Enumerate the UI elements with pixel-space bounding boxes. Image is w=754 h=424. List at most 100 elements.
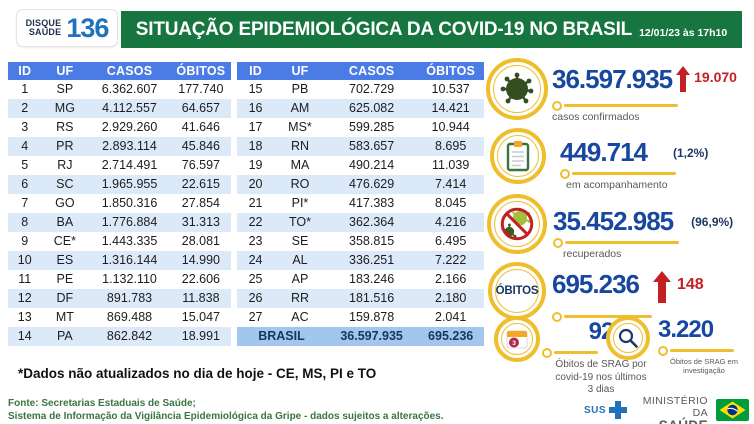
cell-obitos: 7.414 bbox=[417, 175, 484, 194]
badge-number: 136 bbox=[66, 12, 109, 43]
brazil-flag-icon bbox=[716, 399, 749, 424]
cell-obitos: 18.991 bbox=[170, 327, 231, 346]
monitoring-label: em acompanhamento bbox=[566, 179, 668, 191]
cell-uf: MG bbox=[41, 99, 89, 118]
cell-obitos: 14.421 bbox=[417, 99, 484, 118]
no-virus-icon bbox=[487, 194, 547, 254]
virus-icon bbox=[486, 58, 548, 120]
obitos-badge-icon: ÓBITOS bbox=[488, 262, 546, 320]
cell-id: 5 bbox=[21, 158, 29, 172]
ministry-line1: MINISTÉRIO DA bbox=[642, 395, 708, 419]
cell-uf: TO* bbox=[274, 213, 326, 232]
srag-recent-label: Óbitos de SRAG por covid-19 nos últimos … bbox=[555, 359, 647, 395]
cell-casos: 1.776.884 bbox=[88, 213, 171, 232]
confirmed-label: casos confirmados bbox=[552, 111, 640, 123]
arrow-up-icon bbox=[676, 66, 691, 97]
cell-id: 12 bbox=[8, 289, 42, 308]
cell-casos: 183.246 bbox=[349, 272, 395, 286]
stat-underline bbox=[658, 345, 734, 356]
cell-obitos: 7.222 bbox=[417, 251, 484, 270]
recovered-label: recuperados bbox=[563, 248, 622, 260]
cell-uf: AL bbox=[274, 251, 326, 270]
cell-obitos: 8.045 bbox=[435, 196, 467, 210]
cell-uf: MT bbox=[55, 310, 74, 324]
cell-obitos: 2.166 bbox=[435, 272, 467, 286]
cell-casos: 891.783 bbox=[88, 289, 171, 308]
cell-id: 14 bbox=[8, 327, 42, 346]
state-row: 20 RO 476.629 7.414 bbox=[237, 175, 484, 194]
cell-id: 27 bbox=[248, 310, 263, 324]
clipboard-icon bbox=[490, 128, 546, 184]
cell-obitos: 177.740 bbox=[178, 82, 224, 96]
cell-uf: PA bbox=[41, 327, 89, 346]
cell-id: 7 bbox=[21, 196, 29, 210]
cell-obitos: 2.180 bbox=[417, 289, 484, 308]
arrow-up-icon bbox=[652, 271, 671, 308]
calendar-badge-number: 3 bbox=[512, 340, 516, 347]
state-row: 1 SP 6.362.607 177.740 bbox=[8, 80, 231, 99]
cell-casos: 702.729 bbox=[349, 82, 395, 96]
cell-id: 10 bbox=[8, 251, 42, 270]
state-row: 7 GO 1.850.316 27.854 bbox=[8, 194, 231, 213]
state-row: 2 MG 4.112.557 64.657 bbox=[8, 99, 231, 118]
cell-casos: 2.929.260 bbox=[101, 120, 158, 134]
state-row: 14 PA 862.842 18.991 bbox=[8, 327, 231, 346]
cell-casos: 6.362.607 bbox=[101, 82, 158, 96]
brasil-total-row: BRASIL 36.597.935 695.236 bbox=[237, 327, 484, 346]
state-row: 3 RS 2.929.260 41.646 bbox=[8, 118, 231, 137]
badge-line1: DISQUE bbox=[25, 17, 62, 28]
state-row: 8 BA 1.776.884 31.313 bbox=[8, 213, 231, 232]
calendar-icon: 3 bbox=[494, 316, 540, 362]
state-row: 6 SC 1.965.955 22.615 bbox=[8, 175, 231, 194]
total-casos: 36.597.935 bbox=[325, 327, 418, 346]
cell-casos: 2.714.491 bbox=[101, 158, 158, 172]
cell-id: 22 bbox=[237, 213, 275, 232]
report-datetime: 12/01/23 às 17h10 bbox=[639, 26, 728, 39]
cell-uf: SC bbox=[41, 175, 89, 194]
total-label: BRASIL bbox=[237, 327, 326, 346]
cell-id: 16 bbox=[237, 99, 275, 118]
stat-deaths: ÓBITOS 695.236 148 bbox=[488, 262, 704, 322]
state-row: 12 DF 891.783 11.838 bbox=[8, 289, 231, 308]
cell-id: 9 bbox=[21, 234, 29, 248]
state-row: 27 AC 159.878 2.041 bbox=[237, 308, 484, 327]
cell-casos: 181.516 bbox=[325, 289, 418, 308]
state-row: 15 PB 702.729 10.537 bbox=[237, 80, 484, 99]
cell-casos: 417.383 bbox=[349, 196, 395, 210]
title-banner: SITUAÇÃO EPIDEMIOLÓGICA DA COVID-19 NO B… bbox=[121, 11, 742, 48]
table-body: 15 PB 702.729 10.537 16 AM 625.082 14.421 17 MS* 5… bbox=[237, 80, 484, 327]
stat-underline bbox=[542, 347, 598, 358]
cell-id: 21 bbox=[248, 196, 263, 210]
cell-obitos: 76.597 bbox=[181, 158, 220, 172]
cell-casos: 1.132.110 bbox=[102, 272, 157, 286]
table-header-row: ID UF CASOS ÓBITOS bbox=[8, 62, 231, 80]
cell-id: 25 bbox=[248, 272, 263, 286]
cell-uf: PB bbox=[291, 82, 309, 96]
state-row: 24 AL 336.251 7.222 bbox=[237, 251, 484, 270]
cell-obitos: 41.646 bbox=[181, 120, 220, 134]
cell-id: 2 bbox=[8, 99, 42, 118]
cell-id: 3 bbox=[21, 120, 29, 134]
cell-id: 23 bbox=[248, 234, 263, 248]
state-row: 16 AM 625.082 14.421 bbox=[237, 99, 484, 118]
cell-obitos: 22.615 bbox=[170, 175, 231, 194]
cell-obitos: 10.944 bbox=[431, 120, 470, 134]
ministry-logo: MINISTÉRIO DA SAÚDE bbox=[626, 395, 708, 424]
cell-casos: 362.364 bbox=[325, 213, 418, 232]
monitoring-value: 449.714 bbox=[560, 137, 648, 167]
stat-srag-investigation: 3.220 Óbitos de SRAG em investigação bbox=[606, 316, 750, 376]
cell-casos: 583.657 bbox=[325, 137, 418, 156]
cell-obitos: 64.657 bbox=[170, 99, 231, 118]
cell-id: 18 bbox=[237, 137, 275, 156]
cell-uf: AP bbox=[291, 272, 309, 286]
column-header: ÓBITOS bbox=[170, 62, 231, 80]
state-row: 26 RR 181.516 2.180 bbox=[237, 289, 484, 308]
state-row: 21 PI* 417.383 8.045 bbox=[237, 194, 484, 213]
cell-uf: BA bbox=[41, 213, 89, 232]
cell-uf: SP bbox=[56, 82, 74, 96]
source-note: Fonte: Secretarias Estaduais de Saúde; S… bbox=[8, 398, 444, 423]
stat-underline bbox=[553, 237, 679, 248]
cell-casos: 869.488 bbox=[106, 310, 153, 324]
cell-uf: SE bbox=[291, 234, 309, 248]
